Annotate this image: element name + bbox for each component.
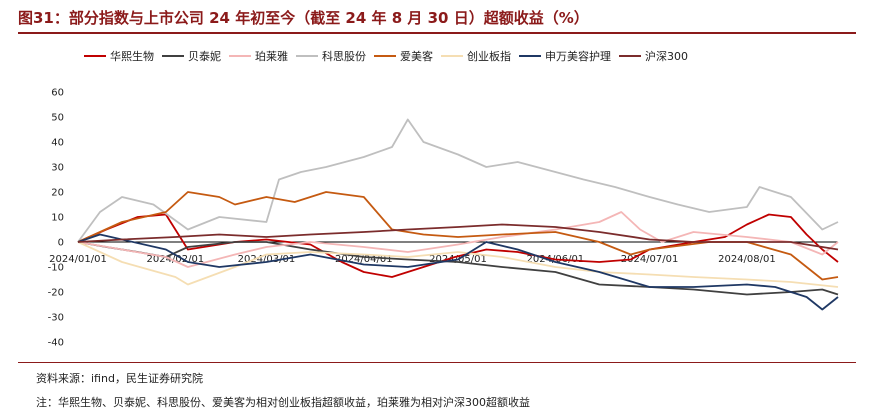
y-tick-label: 0: [58, 238, 64, 249]
legend-swatch: [162, 55, 184, 57]
figure-title: 图31：部分指数与上市公司 24 年初至今（截至 24 年 8 月 30 日）超…: [18, 9, 589, 27]
legend-item: 珀莱雅: [229, 48, 288, 64]
legend-item: 沪深300: [619, 48, 688, 64]
legend-item: 创业板指: [441, 48, 511, 64]
series-line-3: [77, 211, 839, 268]
series-line-4: [77, 118, 839, 243]
legend-item: 申万美容护理: [519, 48, 611, 64]
series-line-1: [77, 213, 839, 278]
legend-item: 华熙生物: [84, 48, 154, 64]
legend-swatch: [84, 55, 106, 57]
legend-swatch: [441, 55, 463, 57]
series-line-8: [77, 223, 839, 251]
legend-label: 珀莱雅: [255, 50, 288, 63]
x-tick-label: 2024/02/01: [147, 254, 205, 265]
x-tick-label: 2024/03/01: [238, 254, 296, 265]
legend-label: 贝泰妮: [188, 50, 221, 63]
legend-item: 爱美客: [374, 48, 433, 64]
legend-swatch: [619, 55, 641, 57]
x-tick-label: 2024/01/01: [49, 254, 107, 265]
series-line-6: [77, 241, 839, 288]
y-tick-label: -10: [48, 263, 64, 274]
legend-swatch: [374, 55, 396, 57]
y-tick-label: 30: [51, 163, 64, 174]
x-tick-label: 2024/04/01: [335, 254, 393, 265]
legend-label: 申万美容护理: [545, 50, 611, 63]
y-tick-label: 50: [51, 113, 64, 124]
x-tick-label: 2024/08/01: [718, 254, 776, 265]
source-note: 资料来源：ifind，民生证券研究院: [36, 372, 203, 385]
legend-swatch: [229, 55, 251, 57]
series-line-7: [77, 233, 839, 311]
y-tick-label: 40: [51, 138, 64, 149]
bottom-rule: [18, 362, 856, 363]
legend-item: 科思股份: [296, 48, 366, 64]
legend-label: 科思股份: [322, 50, 366, 63]
y-tick-label: 20: [51, 188, 64, 199]
legend-swatch: [296, 55, 318, 57]
legend-swatch: [519, 55, 541, 57]
y-tick-label: -40: [48, 338, 64, 349]
chart-legend: 华熙生物 贝泰妮 珀莱雅 科思股份 爱美客 创业板指 申万美容护理 沪深300: [84, 47, 854, 65]
legend-label: 沪深300: [645, 50, 688, 63]
title-rule: [18, 32, 856, 34]
legend-item: 贝泰妮: [162, 48, 221, 64]
legend-label: 华熙生物: [110, 50, 154, 63]
legend-label: 爱美客: [400, 50, 433, 63]
y-tick-label: 10: [51, 213, 64, 224]
footnote: 注：华熙生物、贝泰妮、科思股份、爱美客为相对创业板指超额收益，珀莱雅为相对沪深3…: [36, 396, 530, 409]
y-tick-label: -20: [48, 288, 64, 299]
series-line-2: [77, 241, 839, 296]
y-tick-label: 60: [51, 88, 64, 99]
x-tick-label: 2024/07/01: [621, 254, 679, 265]
line-chart: -40 -30 -20 -10 0 10 20 30 40 50 60 2024/01/01 2024/…: [48, 88, 839, 349]
legend-label: 创业板指: [467, 50, 511, 63]
y-tick-label: -30: [48, 313, 64, 324]
